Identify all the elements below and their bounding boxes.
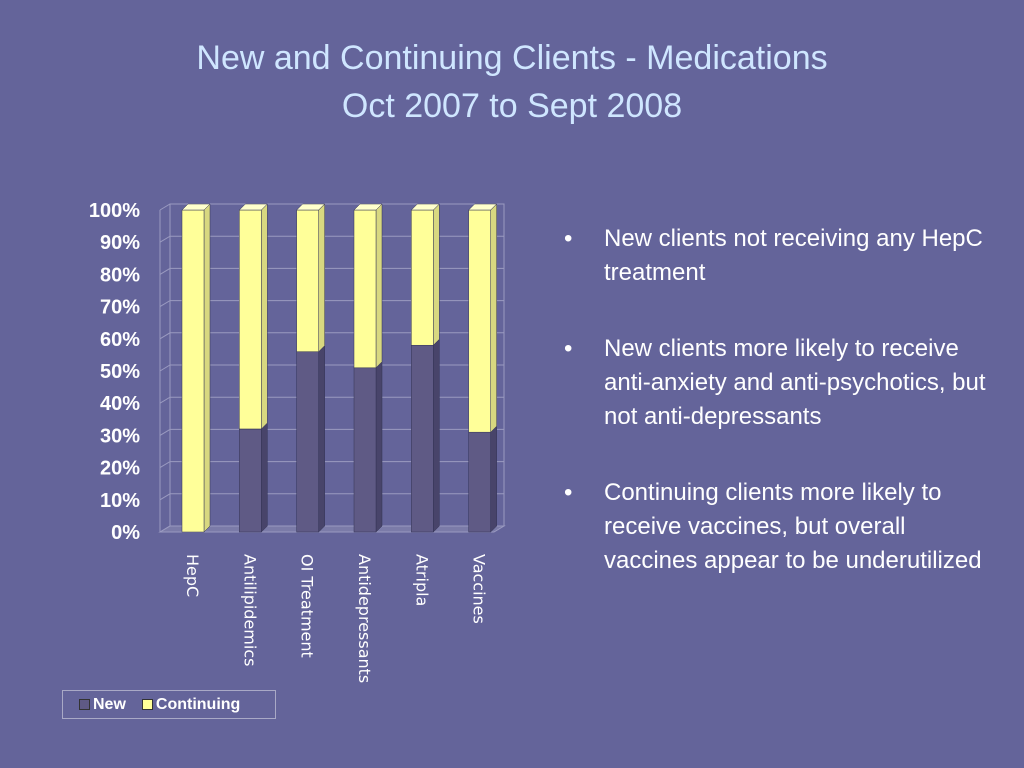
legend-swatch-continuing xyxy=(141,699,153,710)
bullet-text: New clients not receiving any HepC treat… xyxy=(604,225,983,286)
bar-segment-continuing xyxy=(296,209,319,352)
legend-item-new: New xyxy=(79,696,126,714)
gridline xyxy=(159,267,504,275)
bullet-item: • New clients more likely to receive ant… xyxy=(562,332,1002,434)
bar-segment-new xyxy=(239,428,262,533)
bar-segment-continuing xyxy=(239,209,262,430)
legend-label-new: New xyxy=(93,695,126,713)
bar-segment-continuing xyxy=(468,209,491,433)
y-tick-label: 80% xyxy=(100,264,140,286)
gridline xyxy=(159,461,504,469)
bullet-item: • New clients not receiving any HepC tre… xyxy=(562,222,1002,290)
bar-top-continuing xyxy=(468,203,498,211)
y-tick-label: 90% xyxy=(100,232,140,254)
stacked-bar-chart: 0% 10% 20% 30% 40% 50% 60% 70% 80% 90% 100% HepC Ant… xyxy=(89,200,506,683)
bar-side-continuing xyxy=(203,203,211,533)
slide-title: New and Continuing Clients - Medications… xyxy=(0,34,1024,130)
x-tick-label: Atripla xyxy=(412,554,431,606)
bar-side-continuing xyxy=(490,203,497,433)
bar-side-new xyxy=(318,345,325,533)
legend-swatch-new xyxy=(79,699,90,710)
bar-side-new xyxy=(375,361,383,533)
gridline xyxy=(159,525,504,533)
y-tick-label: 30% xyxy=(100,425,140,447)
bar-top-continuing xyxy=(181,203,211,211)
bar-side-new xyxy=(433,338,440,533)
x-tick-label: OI Treatment xyxy=(298,554,317,658)
bullet-list: • New clients not receiving any HepC tre… xyxy=(562,222,1002,620)
y-tick-label: 10% xyxy=(100,490,140,512)
bar-segment-new xyxy=(411,344,434,533)
title-line-1: New and Continuing Clients - Medications xyxy=(196,39,828,77)
bar-top-continuing xyxy=(296,203,326,211)
bar-top-continuing xyxy=(410,203,440,211)
bar-segment-new xyxy=(353,367,377,533)
x-tick-label: Antidepressants xyxy=(355,554,374,683)
title-line-2: Oct 2007 to Sept 2008 xyxy=(341,87,683,125)
bullet-dot: • xyxy=(564,479,573,506)
legend-label-continuing: Continuing xyxy=(155,695,241,713)
bullet-item: • Continuing clients more likely to rece… xyxy=(562,476,1002,578)
legend-item-continuing: Continuing xyxy=(141,695,241,714)
gridline xyxy=(159,235,504,243)
bar-side-continuing xyxy=(318,203,325,353)
y-tick-label: 60% xyxy=(100,329,140,351)
bar-segment-continuing xyxy=(353,209,377,369)
bar-top-continuing xyxy=(353,203,383,211)
bar-side-continuing xyxy=(375,203,383,369)
bullet-text: New clients more likely to receive anti-… xyxy=(604,335,986,430)
y-tick-label: 100% xyxy=(89,200,140,222)
y-tick-label: 0% xyxy=(111,522,140,544)
bar-side-continuing xyxy=(433,203,440,346)
bar-side-new xyxy=(261,422,268,533)
plot-floor xyxy=(158,525,506,533)
bar-segment-new xyxy=(468,431,491,533)
gridline xyxy=(159,364,504,372)
bar-segment-continuing xyxy=(181,209,205,533)
chart-legend: New Continuing xyxy=(62,690,276,719)
gridline xyxy=(159,300,504,308)
gridline xyxy=(159,493,504,501)
gridline xyxy=(159,332,504,340)
bar-top-continuing xyxy=(238,203,268,211)
y-tick-label: 70% xyxy=(100,297,140,319)
bullet-dot: • xyxy=(564,225,573,252)
gridline xyxy=(159,428,504,436)
bar-segment-continuing xyxy=(411,209,434,346)
y-tick-label: 50% xyxy=(100,361,140,383)
gridline xyxy=(159,203,504,211)
gridline xyxy=(159,396,504,404)
bar-side-continuing xyxy=(261,203,268,430)
x-tick-label: HepC xyxy=(183,554,202,597)
y-tick-label: 40% xyxy=(100,393,140,415)
x-tick-label: Antilipidemics xyxy=(240,554,259,666)
bar-segment-new xyxy=(296,351,319,533)
y-tick-label: 20% xyxy=(100,458,140,480)
bar-side-new xyxy=(490,425,497,533)
bullet-dot: • xyxy=(564,335,573,362)
bullet-text: Continuing clients more likely to receiv… xyxy=(604,479,982,574)
x-tick-label: Vaccines xyxy=(470,554,489,624)
